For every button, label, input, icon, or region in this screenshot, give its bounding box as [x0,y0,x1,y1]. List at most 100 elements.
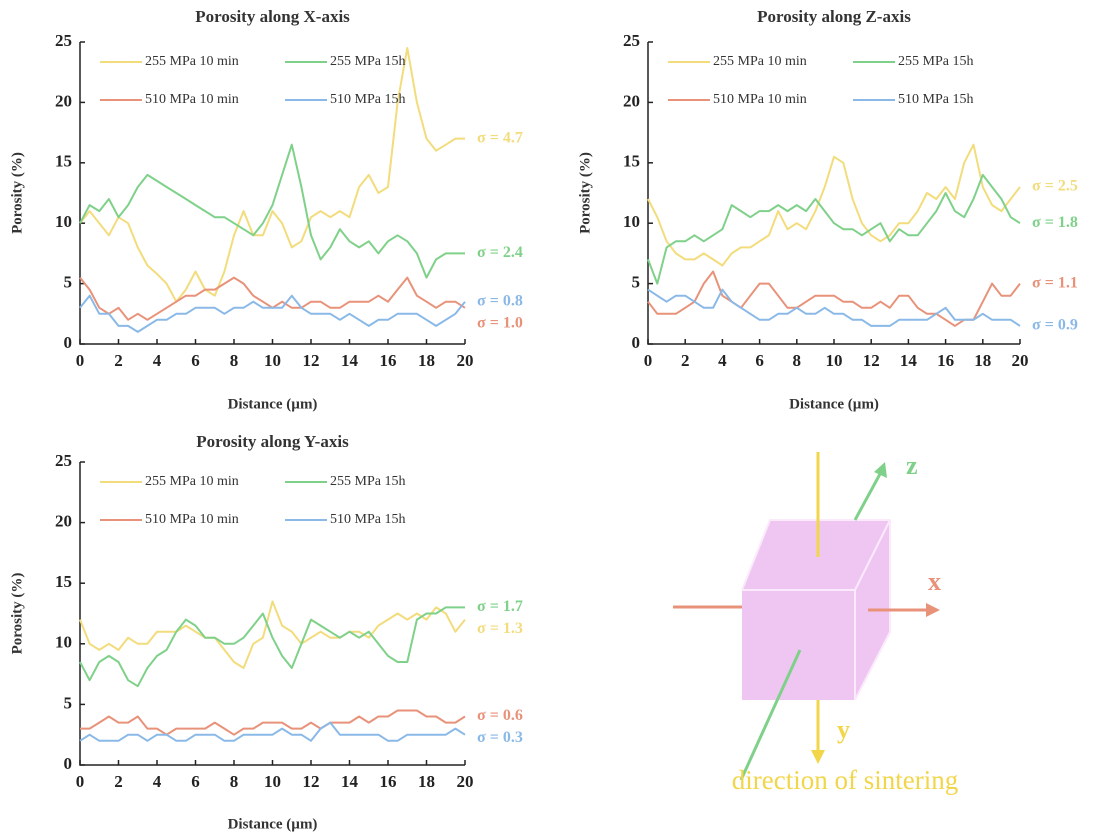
y-tick-label: 10 [55,633,72,652]
legend-label: 255 MPa 15h [330,474,405,489]
legend-label: 255 MPa 10 min [145,474,239,489]
x-tick-label: 10 [826,351,843,370]
series-line [79,47,465,303]
x-tick-label: 20 [1012,351,1029,370]
sigma-label: σ = 0.6 [477,707,523,724]
legend-label: 510 MPa 15h [330,512,405,527]
legend-label: 510 MPa 10 min [145,92,239,107]
chart-title: Porosity along X-axis [195,7,350,26]
chart-title: Porosity along Y-axis [196,432,349,451]
z-label: z [906,451,918,480]
sigma-label: σ = 4.7 [477,129,523,146]
legend-label: 255 MPa 10 min [145,54,239,69]
cube-edge [854,519,891,591]
x-tick-label: 14 [900,351,918,370]
series-line [79,600,466,669]
x-tick-label: 0 [644,351,653,370]
sigma-label: σ = 1.1 [1032,274,1078,291]
legend-label: 255 MPa 15h [330,54,405,69]
x-tick-label: 4 [718,351,727,370]
y-tick-label: 15 [55,572,72,591]
y-tick-label: 0 [64,333,73,352]
x-tick-label: 2 [114,772,123,791]
y-tick-label: 15 [623,152,640,171]
x-tick-label: 2 [681,351,690,370]
chart: Porosity along X-axis Distance (µm) Porosi… [9,7,522,413]
caption: direction of sintering [732,765,958,795]
x-tick-label: 4 [153,351,162,370]
x-tick-label: 16 [380,772,397,791]
x-tick-label: 10 [264,772,281,791]
x-tick-label: 6 [191,772,200,791]
series-line [647,288,1021,327]
x-axis-label: Distance (µm) [228,396,318,412]
x-tick-label: 2 [114,351,123,370]
sigma-label: σ = 2.4 [477,244,523,261]
axes [79,42,465,345]
y-tick-label: 25 [55,31,72,50]
sigma-label: σ = 0.9 [1032,317,1078,334]
x-tick-label: 8 [230,772,239,791]
series-line [79,606,465,688]
x-axis-label: Distance (µm) [228,816,318,832]
arrow-head [874,462,887,478]
sigma-label: σ = 1.0 [477,314,523,331]
y-tick-label: 20 [55,512,72,531]
x-tick-label: 8 [793,351,802,370]
y-tick-label: 0 [64,754,73,773]
x-label: x [928,567,941,596]
x-tick-label: 14 [341,351,359,370]
arrow-head [926,603,940,617]
cube [742,520,890,700]
x-tick-label: 4 [153,772,162,791]
y-tick-label: 10 [55,212,72,231]
arrow-head [811,750,825,764]
y-tick-label: 0 [632,333,641,352]
sigma-label: σ = 1.8 [1032,214,1078,231]
series-line [647,143,1021,267]
x-tick-label: 8 [230,351,239,370]
legend-label: 510 MPa 10 min [713,92,807,107]
x-tick-label: 18 [418,351,435,370]
x-tick-label: 16 [937,351,954,370]
series-line [647,270,1021,327]
x-tick-label: 16 [380,351,397,370]
y-tick-label: 20 [55,91,72,110]
x-tick-label: 18 [418,772,435,791]
legend-label: 510 MPa 15h [898,92,973,107]
x-tick-label: 0 [76,772,85,791]
chart: Porosity along Z-axis Distance (µm) Porosi… [577,7,1077,413]
x-tick-label: 6 [755,351,764,370]
sigma-label: σ = 0.3 [477,729,523,746]
y-tick-label: 10 [623,212,640,231]
legend-label: 510 MPa 10 min [145,512,239,527]
sintering-diagram: z x y direction of sintering [673,451,958,795]
x-tick-label: 20 [457,772,474,791]
x-tick-label: 20 [457,351,474,370]
x-tick-label: 6 [191,351,200,370]
series-line [80,709,466,736]
y-axis-label: Porosity (%) [9,573,25,655]
y-tick-label: 15 [55,152,72,171]
chart-title: Porosity along Z-axis [757,7,911,26]
y-axis-label: Porosity (%) [577,152,593,234]
series-line [79,143,465,279]
legend-label: 510 MPa 15h [330,92,405,107]
series-line [79,721,466,742]
sigma-label: σ = 2.5 [1032,178,1078,195]
y-tick-label: 5 [64,693,73,712]
legend-label: 255 MPa 15h [898,54,973,69]
axes [79,462,465,766]
y-tick-label: 5 [632,273,641,292]
sigma-label: σ = 0.8 [477,292,523,309]
x-tick-label: 12 [303,351,320,370]
x-tick-label: 12 [863,351,880,370]
x-tick-label: 0 [76,351,85,370]
z-axis-arrow [853,473,882,521]
x-tick-label: 12 [303,772,320,791]
x-tick-label: 14 [341,772,359,791]
legend-label: 255 MPa 10 min [713,54,807,69]
x-tick-label: 18 [974,351,991,370]
sigma-label: σ = 1.7 [477,598,523,615]
chart: Porosity along Y-axis Distance (µm) Porosi… [9,432,522,833]
